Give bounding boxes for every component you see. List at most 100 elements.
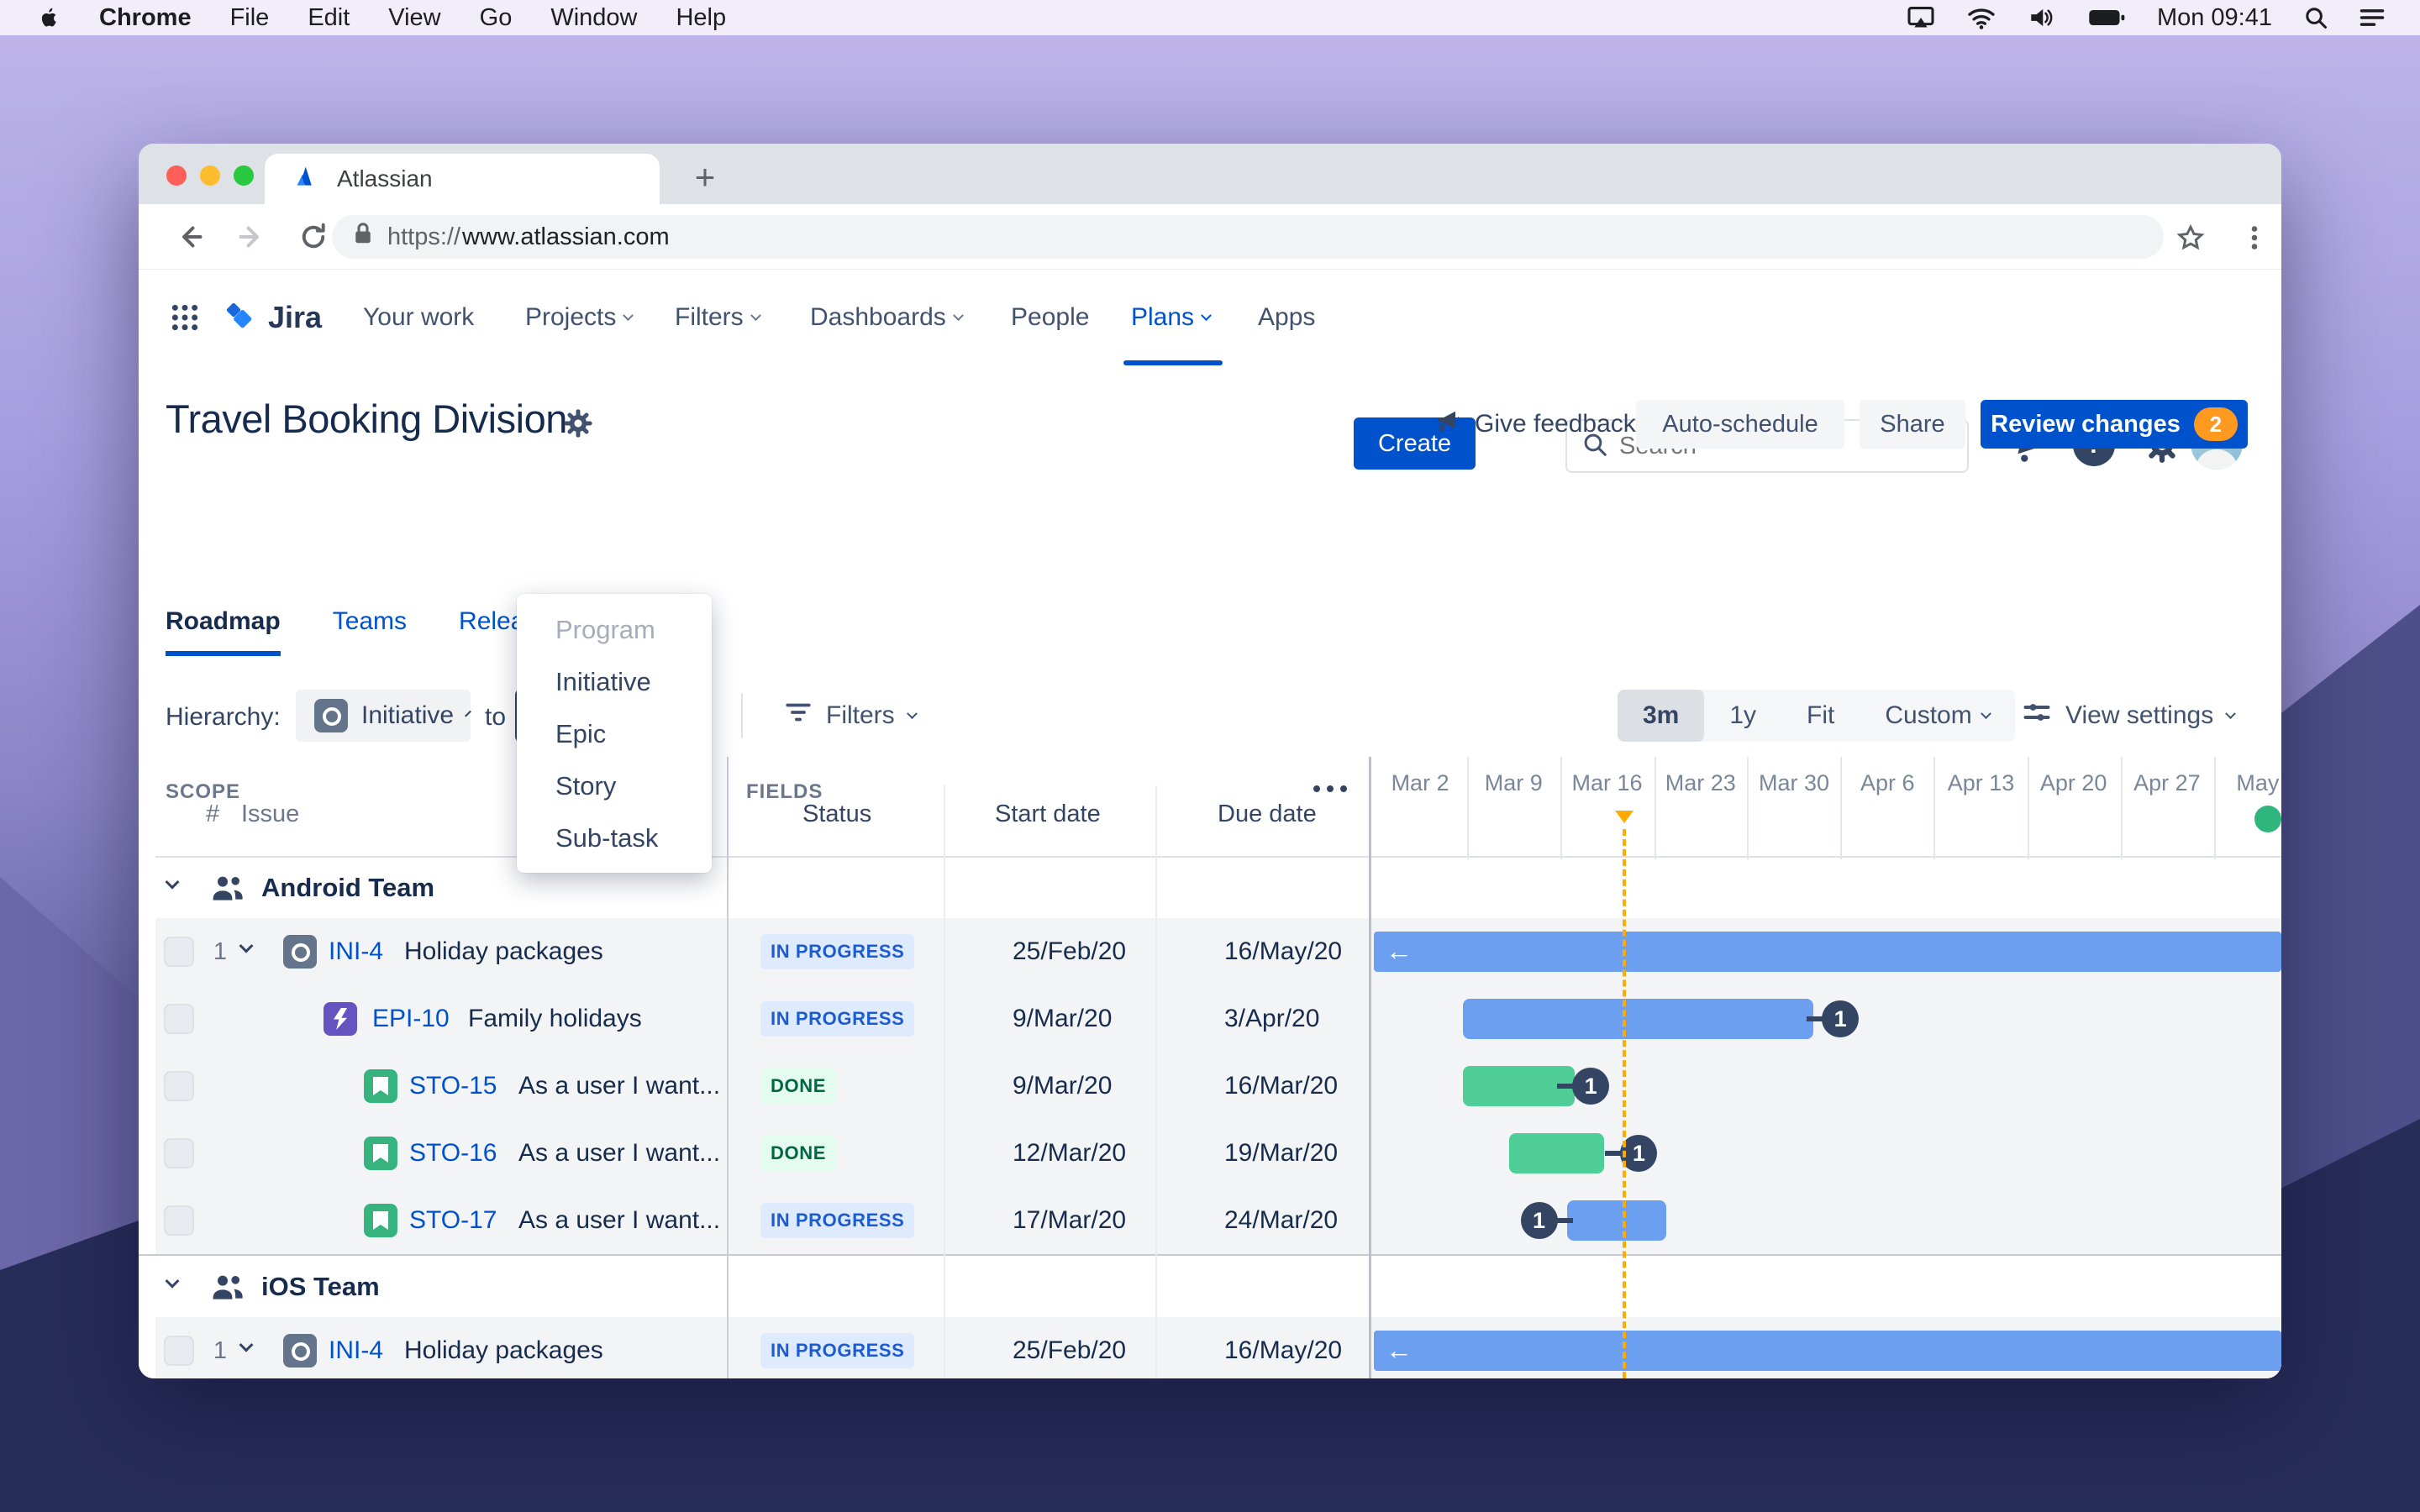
app-switcher-icon[interactable] — [168, 270, 202, 365]
release-marker-icon[interactable] — [2254, 806, 2281, 832]
view-settings-button[interactable]: View settings — [2022, 681, 2237, 750]
browser-menu-icon[interactable] — [2239, 223, 2270, 253]
issue-row[interactable]: STO-16 As a user I want... DONE 12/Mar/2… — [155, 1120, 2281, 1187]
row-checkbox[interactable] — [164, 1138, 194, 1168]
minimize-window-button[interactable] — [200, 165, 220, 186]
issue-key[interactable]: INI-4 — [329, 937, 384, 965]
browser-tab[interactable]: Atlassian — [265, 154, 660, 204]
issue-key[interactable]: STO-17 — [409, 1206, 497, 1234]
zoom-custom[interactable]: Custom — [1860, 690, 2014, 742]
chevron-down-icon — [465, 710, 471, 717]
start-date: 25/Feb/20 — [1013, 937, 1127, 965]
screen-mirroring-icon[interactable] — [1907, 6, 1935, 29]
menu-item-initiative[interactable]: Initiative — [555, 667, 651, 696]
reload-button[interactable] — [298, 222, 329, 252]
row-checkbox[interactable] — [164, 1004, 194, 1034]
megaphone-icon — [1433, 406, 1463, 443]
chevron-down-icon[interactable] — [239, 1337, 254, 1352]
filters-button[interactable]: Filters — [784, 681, 918, 750]
dependency-badge[interactable]: 1 — [1605, 1135, 1658, 1172]
zoom-window-button[interactable] — [234, 165, 254, 186]
row-checkbox[interactable] — [164, 1336, 194, 1366]
issue-row[interactable]: 1 INI-4 Holiday packages IN PROGRESS 25/… — [155, 918, 2281, 985]
issue-key[interactable]: STO-16 — [409, 1139, 497, 1167]
nav-dashboards[interactable]: Dashboards — [810, 270, 964, 365]
auto-schedule-button[interactable]: Auto-schedule — [1636, 400, 1844, 449]
menu-item-program[interactable]: Program — [555, 615, 655, 644]
tab-roadmap[interactable]: Roadmap — [166, 607, 281, 656]
gantt-bar[interactable] — [1462, 999, 1813, 1039]
wifi-icon[interactable] — [1967, 6, 1996, 29]
menubar-item-view[interactable]: View — [388, 3, 441, 31]
column-divider — [1155, 785, 1157, 1378]
issue-row[interactable]: EPI-10 Family holidays IN PROGRESS 9/Mar… — [155, 985, 2281, 1053]
menubar-item-help[interactable]: Help — [676, 3, 727, 31]
address-bar[interactable]: https:// www.atlassian.com — [332, 215, 2164, 259]
give-feedback-button[interactable]: Give feedback — [1433, 406, 1636, 443]
gantt-bar[interactable] — [1508, 1133, 1605, 1173]
menubar-item-go[interactable]: Go — [479, 3, 513, 31]
issue-key[interactable]: EPI-10 — [372, 1005, 450, 1032]
new-tab-button[interactable]: + — [694, 157, 716, 197]
share-button[interactable]: Share — [1860, 400, 1965, 449]
gantt-bar[interactable] — [1462, 1066, 1575, 1106]
chevron-down-icon[interactable] — [239, 938, 254, 953]
gantt-bar-initiative[interactable]: ← — [1374, 932, 2281, 972]
nav-people[interactable]: People — [1011, 303, 1090, 331]
forward-button[interactable] — [237, 222, 267, 252]
row-checkbox[interactable] — [164, 1071, 194, 1101]
hierarchy-dropdown-menu: Program Initiative Epic Story Sub-task — [517, 594, 712, 873]
volume-icon[interactable] — [2028, 6, 2056, 29]
gantt-row: 1 — [1374, 1053, 2281, 1120]
chevron-down-icon[interactable] — [165, 874, 180, 890]
menubar-item-window[interactable]: Window — [550, 3, 638, 31]
back-button[interactable] — [174, 222, 204, 252]
gantt-bar[interactable] — [1567, 1200, 1666, 1241]
chevron-down-icon[interactable] — [165, 1273, 180, 1289]
nav-projects[interactable]: Projects — [525, 270, 634, 365]
row-checkbox[interactable] — [164, 937, 194, 967]
bookmark-star-icon[interactable] — [2175, 223, 2206, 253]
issue-key[interactable]: INI-4 — [329, 1336, 384, 1364]
nav-plans[interactable]: Plans — [1131, 270, 1212, 365]
menu-item-story[interactable]: Story — [555, 771, 617, 801]
menubar-item-file[interactable]: File — [229, 3, 270, 31]
zoom-fit[interactable]: Fit — [1807, 701, 1835, 729]
team-row[interactable]: iOS Team — [155, 1256, 2281, 1317]
battery-icon[interactable] — [2088, 7, 2125, 29]
menubar-item-edit[interactable]: Edit — [308, 3, 350, 31]
dependency-badge[interactable]: 1 — [1520, 1202, 1573, 1239]
tab-teams[interactable]: Teams — [332, 607, 408, 635]
control-center-icon[interactable] — [2360, 7, 2385, 29]
zoom-1y[interactable]: 1y — [1729, 701, 1757, 729]
menubar-clock[interactable]: Mon 09:41 — [2156, 3, 2272, 31]
gantt-bar-initiative[interactable]: ← — [1374, 1331, 2281, 1371]
row-checkbox[interactable] — [164, 1205, 194, 1236]
nav-filters[interactable]: Filters — [675, 270, 761, 365]
spotlight-search-icon[interactable] — [2304, 6, 2328, 29]
hierarchy-from-dropdown[interactable]: Initiative — [296, 690, 471, 742]
fields-more-icon[interactable] — [1313, 785, 1347, 792]
dependency-badge[interactable]: 1 — [1807, 1000, 1860, 1037]
zoom-3m[interactable]: 3m — [1618, 690, 1705, 742]
timeline-label: Mar 23 — [1665, 770, 1736, 795]
team-row[interactable]: Android Team — [155, 858, 2281, 918]
close-window-button[interactable] — [166, 165, 187, 186]
menu-item-epic[interactable]: Epic — [555, 719, 607, 748]
menubar-app-name[interactable]: Chrome — [99, 3, 192, 31]
menu-item-subtask[interactable]: Sub-task — [555, 823, 659, 853]
issue-row[interactable]: STO-17 As a user I want... IN PROGRESS 1… — [155, 1187, 2281, 1254]
issue-row[interactable]: STO-15 As a user I want... DONE 9/Mar/20… — [155, 1053, 2281, 1120]
issue-key[interactable]: STO-15 — [409, 1072, 497, 1100]
dependency-badge[interactable]: 1 — [1557, 1068, 1610, 1105]
apple-logo-icon[interactable] — [37, 4, 60, 31]
story-icon — [364, 1137, 397, 1170]
review-changes-button[interactable]: Review changes 2 — [1981, 400, 2248, 449]
sliders-icon — [2022, 697, 2052, 734]
create-button[interactable]: Create — [1354, 417, 1476, 470]
team-name: Android Team — [261, 873, 435, 902]
nav-apps[interactable]: Apps — [1258, 303, 1316, 331]
nav-your-work[interactable]: Your work — [363, 303, 475, 331]
jira-logo[interactable]: Jira — [223, 270, 322, 365]
plan-settings-gear-icon[interactable] — [560, 406, 596, 441]
